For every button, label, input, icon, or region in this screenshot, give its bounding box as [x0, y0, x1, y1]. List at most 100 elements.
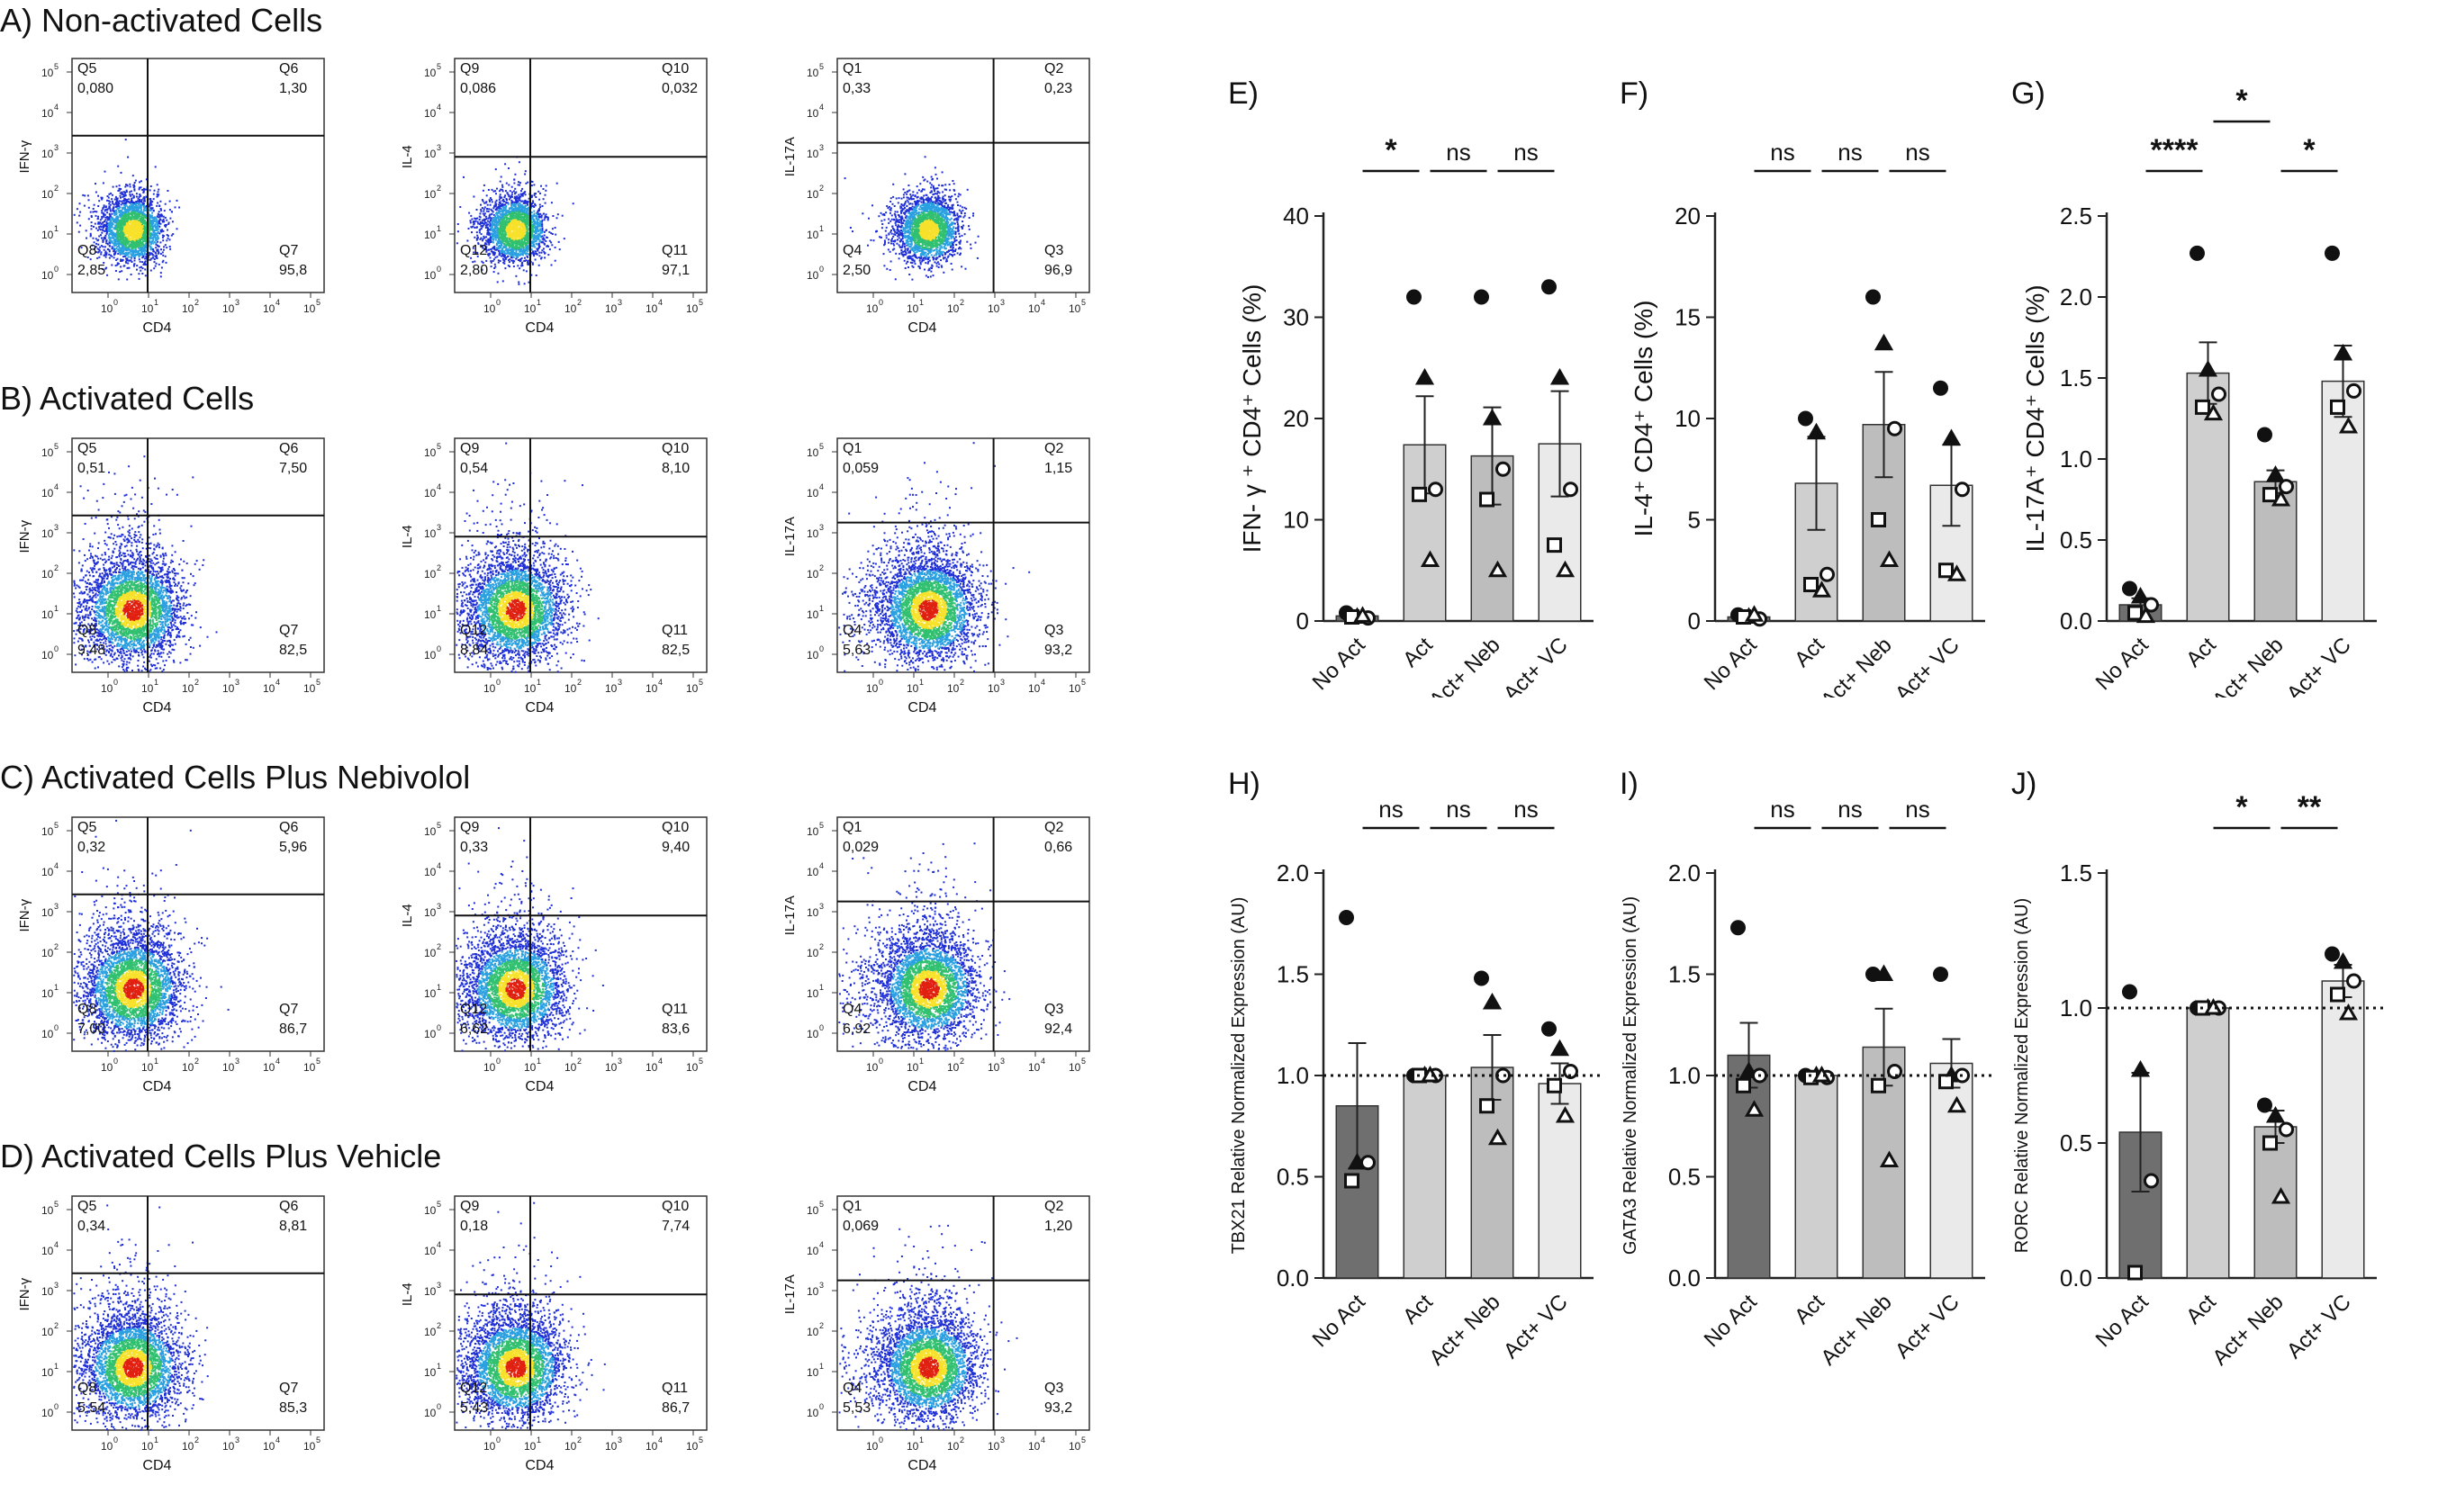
y-tick-label: 10 — [424, 446, 437, 459]
y-tick-label: 10 — [41, 906, 54, 919]
x-tick-exp: 0 — [496, 1057, 501, 1066]
y-tick-exp: 4 — [819, 103, 824, 112]
y-tick-label: 10 — [807, 107, 819, 120]
x-tick-exp: 0 — [879, 1057, 883, 1066]
quadrant-name: Q11 — [662, 623, 688, 638]
x-tick-exp: 0 — [496, 678, 501, 687]
x-tick-exp: 1 — [154, 1436, 158, 1444]
data-point — [2262, 1135, 2278, 1151]
x-tick-label: 10 — [947, 302, 960, 315]
quadrant-name: Q6 — [279, 441, 298, 456]
quadrant-name: Q3 — [1044, 1381, 1063, 1396]
x-tick-label: 10 — [141, 1440, 154, 1453]
quadrant-value: 5,43 — [460, 1400, 488, 1416]
y-tick-label: 10 — [41, 1245, 54, 1257]
x-tick-label: 10 — [263, 1440, 275, 1453]
y-tick-label: 10 — [41, 487, 54, 500]
y-tick-exp: 0 — [54, 1023, 59, 1032]
x-tick-label: 10 — [303, 682, 316, 695]
panel-letter: E) — [1228, 76, 1259, 111]
quadrant-value: 5,54 — [77, 1400, 105, 1416]
quadrant-value: 5,96 — [279, 840, 307, 855]
y-tick-label: 10 — [424, 608, 437, 621]
x-tick-exp: 5 — [316, 1057, 321, 1066]
quadrant-value: 83,6 — [662, 1022, 690, 1037]
data-point — [1933, 380, 1948, 396]
data-point — [1482, 992, 1503, 1010]
data-point — [1874, 333, 1894, 351]
y-tick-exp: 1 — [819, 983, 824, 992]
quadrant-value: 0,34 — [77, 1219, 105, 1234]
data-point — [1736, 1077, 1751, 1094]
y-tick-label: 15 — [1675, 304, 1701, 331]
facs-plot-c-3: 10 0 10 0 10 1 10 1 10 2 10 2 10 3 10 3 10 4 10 4 10 5 10 5 CD4 I… — [765, 808, 1143, 1128]
x-tick-exp: 4 — [658, 1057, 663, 1066]
x-tick-exp: 5 — [699, 1436, 703, 1444]
x-tick-exp: 5 — [699, 298, 703, 307]
quadrant-value: 0,33 — [460, 840, 488, 855]
y-tick-label: 0 — [1688, 608, 1701, 634]
significance-label: ns — [1513, 139, 1538, 166]
facs-svg: 10 010 010 110 110 210 210 310 310 410 410 510 5CD4I… — [17, 437, 325, 716]
data-point — [1555, 560, 1576, 578]
y-tick-label: 0.0 — [2060, 608, 2092, 634]
x-axis-label: CD4 — [907, 320, 936, 336]
category-label: Act — [2181, 633, 2221, 672]
y-axis-label: TBX21 Relative Normalized Expression (AU… — [1229, 897, 1249, 1255]
section-title-b: B) Activated Cells — [0, 380, 254, 418]
x-tick-exp: 1 — [919, 678, 924, 687]
plot-frame — [836, 437, 1090, 673]
plot-frame — [454, 437, 708, 673]
data-point — [1938, 562, 1954, 579]
quadrant-value: 5,63 — [843, 643, 871, 658]
x-tick-exp: 1 — [154, 298, 158, 307]
x-tick-label: 10 — [646, 302, 658, 315]
facs-plot-d-2: 10 0 10 0 10 1 10 1 10 2 10 2 10 3 10 3 10 4 10 4 10 5 10 5 CD4 I… — [383, 1187, 761, 1507]
quadrant-name: Q8 — [77, 1381, 96, 1396]
x-tick-exp: 4 — [1041, 1057, 1045, 1066]
quadrant-name: Q1 — [843, 441, 862, 456]
quadrant-name: Q8 — [77, 243, 96, 258]
x-tick-label: 10 — [141, 302, 154, 315]
category-label: No Act — [2091, 633, 2154, 695]
y-tick-label: 10 — [424, 67, 437, 79]
quadrant-name: Q1 — [843, 1199, 862, 1214]
x-tick-label: 10 — [483, 1440, 496, 1453]
y-tick-label: 10 — [1283, 507, 1309, 534]
x-tick-exp: 3 — [1000, 678, 1005, 687]
data-point — [2257, 427, 2272, 443]
y-tick-label: 10 — [424, 1245, 437, 1257]
y-tick-label: 0.5 — [2060, 1130, 2092, 1156]
x-tick-label: 10 — [1028, 682, 1041, 695]
quadrant-value: 0,66 — [1044, 840, 1072, 855]
x-tick-exp: 2 — [960, 298, 964, 307]
y-tick-exp: 4 — [54, 482, 59, 491]
quadrant-name: Q6 — [279, 820, 298, 835]
y-tick-label: 10 — [424, 1028, 437, 1040]
y-tick-exp: 4 — [54, 861, 59, 870]
y-tick-exp: 4 — [819, 1240, 824, 1249]
quadrant-name: Q5 — [77, 1199, 96, 1214]
y-tick-exp: 0 — [437, 1402, 441, 1411]
data-point — [1941, 428, 1962, 446]
y-tick-exp: 3 — [437, 902, 441, 911]
quadrant-name: Q9 — [460, 820, 479, 835]
data-point — [1955, 482, 1970, 498]
data-point — [1414, 367, 1435, 385]
x-tick-exp: 3 — [235, 298, 239, 307]
y-tick-label: 10 — [424, 229, 437, 241]
facs-svg: 10 010 010 110 110 210 210 310 310 410 410 510 5CD4I… — [400, 816, 708, 1094]
y-tick-exp: 3 — [819, 902, 824, 911]
y-tick-exp: 3 — [437, 143, 441, 152]
data-point — [2333, 951, 2353, 969]
quadrant-name: Q2 — [1044, 441, 1063, 456]
y-tick-label: 1.5 — [1668, 961, 1701, 988]
quadrant-name: Q7 — [279, 623, 298, 638]
x-tick-label: 10 — [524, 302, 537, 315]
x-tick-exp: 3 — [618, 678, 622, 687]
y-tick-exp: 1 — [437, 604, 441, 613]
quadrant-value: 86,7 — [662, 1400, 690, 1416]
section-title-d: D) Activated Cells Plus Vehicle — [0, 1138, 441, 1175]
y-tick-exp: 1 — [437, 224, 441, 233]
y-tick-exp: 2 — [54, 1321, 59, 1330]
